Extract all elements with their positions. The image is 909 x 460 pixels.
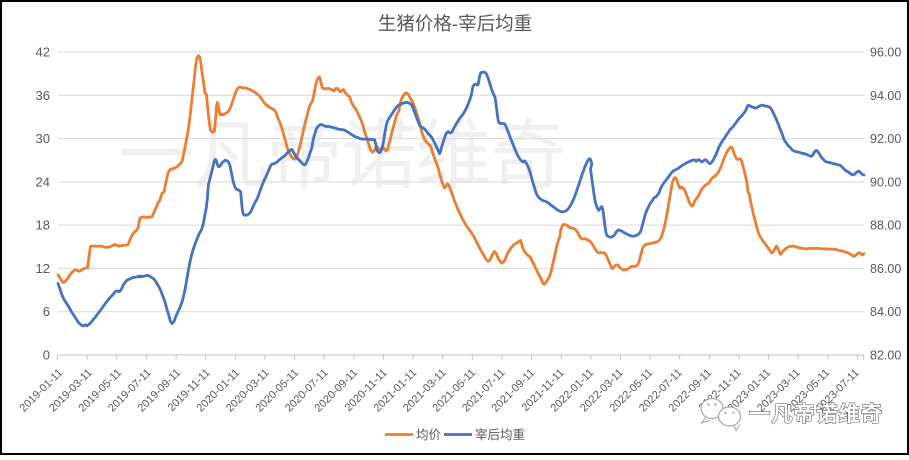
svg-text:88.00: 88.00 bbox=[870, 219, 901, 233]
svg-text:均价: 均价 bbox=[416, 428, 442, 442]
svg-text:42: 42 bbox=[36, 45, 50, 60]
svg-text:24: 24 bbox=[36, 174, 50, 189]
svg-text:宰后均重: 宰后均重 bbox=[475, 427, 525, 442]
svg-text:94.00: 94.00 bbox=[870, 89, 901, 103]
svg-text:36: 36 bbox=[36, 88, 50, 103]
svg-text:30: 30 bbox=[36, 131, 50, 146]
svg-text:82.00: 82.00 bbox=[870, 349, 901, 363]
svg-text:92.00: 92.00 bbox=[870, 132, 901, 146]
svg-text:一凡帝诺维奇: 一凡帝诺维奇 bbox=[118, 114, 566, 199]
svg-text:12: 12 bbox=[36, 261, 50, 276]
svg-text:一凡帝诺维奇: 一凡帝诺维奇 bbox=[749, 402, 882, 426]
svg-text:84.00: 84.00 bbox=[870, 305, 901, 319]
svg-text:0: 0 bbox=[43, 348, 50, 363]
svg-text:18: 18 bbox=[36, 218, 50, 233]
svg-text:96.00: 96.00 bbox=[870, 46, 901, 60]
svg-text:90.00: 90.00 bbox=[870, 175, 901, 189]
svg-text:6: 6 bbox=[43, 304, 50, 319]
svg-text:生猪价格-宰后均重: 生猪价格-宰后均重 bbox=[378, 13, 532, 34]
svg-text:86.00: 86.00 bbox=[870, 262, 901, 276]
